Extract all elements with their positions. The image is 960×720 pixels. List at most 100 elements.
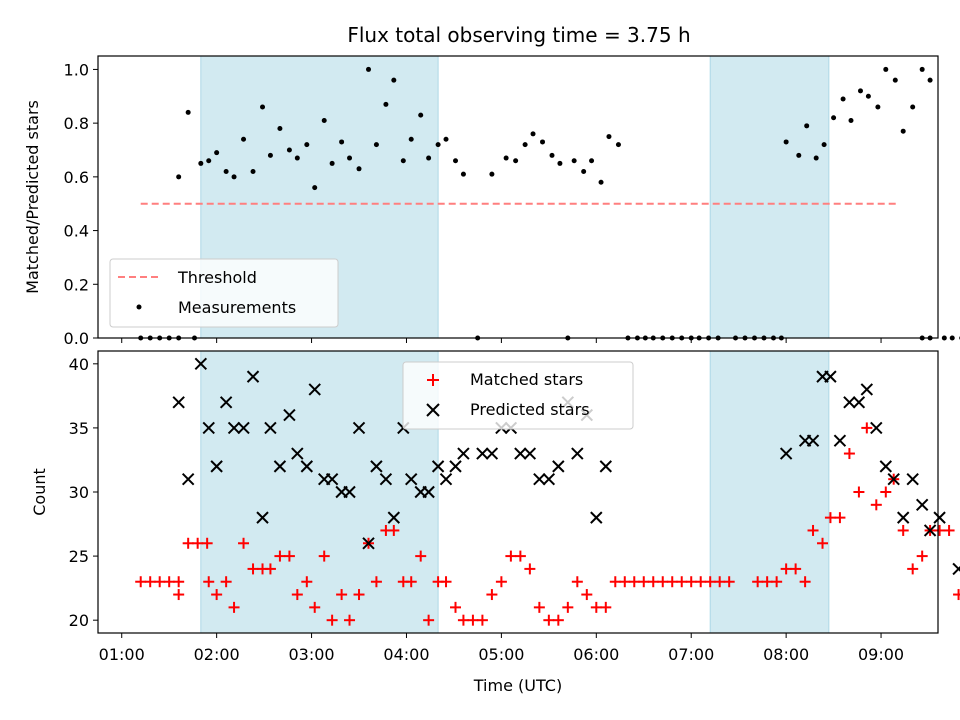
matched-star-marker: [790, 563, 802, 575]
marker-stroke: [405, 472, 418, 486]
marker-stroke: [457, 447, 470, 460]
measurement-point: [391, 77, 397, 83]
marker-stroke: [552, 460, 565, 473]
matched-star-marker: [853, 486, 865, 498]
bottom-x-ticks: 01:00 02:00 03:00 04:00 05:00 06:00 07:00 08:00…: [99, 633, 904, 664]
predicted-star-marker: [181, 472, 195, 486]
measurement-point: [900, 128, 906, 134]
matched-stars-points: [135, 422, 960, 626]
marker-stroke: [325, 472, 339, 486]
measurement-point: [949, 335, 955, 341]
matched-star-marker: [943, 524, 955, 536]
predicted-star-marker: [887, 472, 900, 486]
bottom-panel: 20 25 30 35 40 01:00 02:00 03:00 04:00 05:00 06:0…: [30, 350, 960, 695]
measurement-point: [883, 66, 889, 72]
matched-star-marker: [336, 589, 348, 601]
marker-stroke: [387, 511, 401, 524]
predicted-star-marker: [952, 562, 960, 576]
matched-star-marker: [834, 512, 846, 524]
matched-star-marker: [220, 576, 232, 588]
top-y-ticks: 0.0 0.2 0.4 0.6 0.8 1.0: [64, 60, 98, 348]
matched-star-marker: [486, 589, 498, 601]
measurement-point: [418, 112, 424, 118]
x-axis-label: Time (UTC): [473, 676, 562, 695]
y-tick-label: 40: [69, 355, 89, 374]
measurement-point: [557, 160, 563, 166]
measurement-point: [231, 174, 237, 180]
predicted-star-marker: [202, 421, 215, 435]
matched-star-marker: [415, 550, 427, 562]
matched-star-marker: [907, 563, 919, 575]
measurement-point: [304, 142, 310, 148]
measurement-point: [615, 142, 621, 148]
measurement-point: [549, 152, 555, 158]
predicted-star-marker: [387, 511, 401, 524]
measurement-point: [460, 171, 466, 177]
matched-star-marker: [264, 563, 276, 575]
measurement-point: [250, 168, 256, 174]
marker-stroke: [870, 421, 883, 435]
predicted-star-marker: [779, 447, 793, 460]
measurement-point: [383, 101, 389, 107]
predicted-star-marker: [906, 472, 919, 486]
matched-star-marker: [467, 614, 479, 626]
measurement-point: [598, 179, 604, 185]
matched-star-marker: [824, 512, 836, 524]
matched-star-marker: [301, 576, 313, 588]
legend-predicted-swatch: [426, 403, 440, 417]
y-tick-label: 30: [69, 483, 89, 502]
marker-stroke: [172, 396, 185, 409]
predicted-stars-points: [172, 357, 960, 576]
top-legend-box: [109, 258, 339, 328]
measurement-point: [408, 136, 414, 142]
measurement-point: [400, 158, 406, 164]
x-tick-label: 05:00: [478, 645, 524, 664]
predicted-star-marker: [860, 383, 874, 396]
marker-stroke: [860, 383, 874, 396]
measurement-point: [581, 168, 587, 174]
predicted-star-marker: [283, 408, 296, 422]
measurement-point: [875, 104, 881, 110]
measurement-point: [840, 96, 846, 102]
matched-star-marker: [552, 614, 564, 626]
matched-star-marker: [144, 576, 156, 588]
top-y-axis-label: Matched/Predicted stars: [23, 100, 42, 294]
matched-star-marker: [283, 550, 295, 562]
matched-star-marker: [135, 576, 147, 588]
marker-stroke: [485, 447, 499, 460]
matched-star-marker: [600, 601, 612, 613]
marker-stroke: [523, 447, 537, 460]
predicted-star-marker: [291, 447, 304, 460]
y-tick-label: 0.4: [64, 222, 89, 241]
measurement-point: [540, 139, 546, 145]
predicted-star-marker: [806, 434, 820, 447]
measurement-point: [260, 104, 266, 110]
marker-stroke: [923, 524, 937, 537]
matched-star-marker: [647, 576, 659, 588]
marker-stroke: [300, 460, 314, 473]
matched-star-marker: [714, 576, 726, 588]
predicted-star-marker: [246, 370, 260, 383]
matched-star-marker: [440, 576, 452, 588]
matched-star-marker: [843, 448, 855, 460]
predicted-star-marker: [933, 511, 946, 524]
marker-stroke: [370, 460, 383, 473]
measurement-point: [927, 77, 933, 83]
predicted-star-marker: [833, 434, 847, 447]
marker-stroke: [915, 498, 929, 512]
measurement-point: [831, 115, 837, 121]
top-legend: Threshold Measurements: [109, 258, 339, 328]
measurement-point: [522, 142, 528, 148]
marker-stroke: [476, 447, 489, 460]
measurement-point: [339, 139, 345, 145]
marker-stroke: [952, 566, 960, 576]
measurement-point: [356, 166, 362, 172]
matched-star-marker: [807, 524, 819, 536]
predicted-star-marker: [852, 396, 866, 409]
measurement-point: [453, 158, 459, 164]
x-tick-label: 03:00: [289, 645, 335, 664]
measurement-point: [848, 117, 854, 123]
marker-stroke: [202, 421, 215, 435]
predicted-star-marker: [514, 447, 527, 460]
